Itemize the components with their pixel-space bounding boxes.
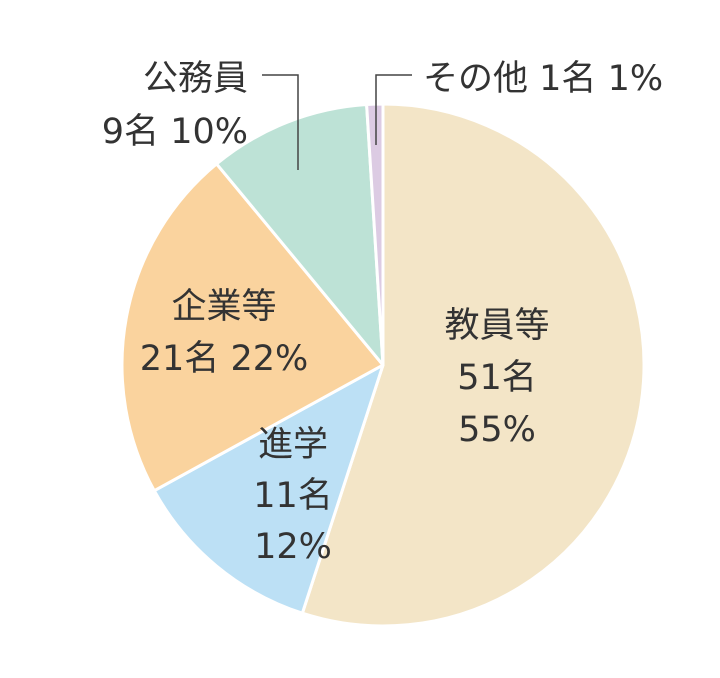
leader-line-public-servant [262,74,299,170]
label-further-study-name: 進学 [258,425,328,465]
label-teacher-pct: 55% [458,410,536,450]
pie-slice-further-study [152,363,385,615]
label-company-name: 企業等 [171,287,276,327]
label-company-detail: 21名 22% [140,339,308,379]
label-public-servant-detail: 9名 10% [102,112,248,152]
label-other-pct: 1% [608,59,664,99]
label-public-servant-pct: 10% [170,112,248,152]
pie-slice-teacher [300,102,646,628]
label-public-servant-name: 公務員 [143,59,248,99]
label-other-name: その他 [423,59,528,99]
label-teacher-name: 教員等 [444,306,549,346]
pie-slice-company [120,162,385,493]
label-other-count: 1名 [539,59,596,99]
label-company-pct: 22% [230,339,308,379]
label-public-servant-count: 9名 [102,112,159,152]
label-teacher-count: 51名 [457,358,537,398]
leader-line-other [375,74,412,145]
label-further-study-pct: 12% [254,527,332,567]
pie-slice-public-servant [215,103,385,367]
label-other: その他 1名 1% [423,59,663,99]
label-further-study-count: 11名 [253,476,333,516]
label-company-count: 21名 [140,339,220,379]
pie-slice-other [365,102,385,367]
pie-slices [120,102,646,628]
